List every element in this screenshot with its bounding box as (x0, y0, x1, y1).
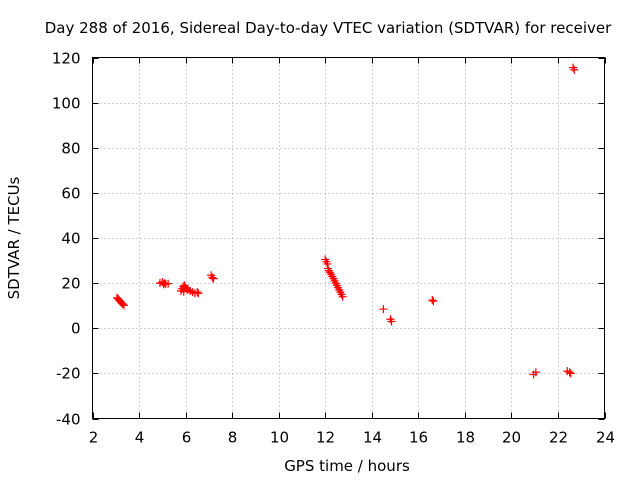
data-point (194, 289, 203, 298)
y-axis-label: SDTVAR / TECUs (5, 176, 23, 299)
x-tick-label: 8 (228, 429, 238, 447)
data-point (118, 300, 127, 309)
axis-ticks (92, 57, 606, 420)
y-tick-label: 40 (61, 230, 80, 248)
y-tick-label: -20 (56, 365, 81, 383)
data-point (379, 305, 388, 314)
x-tick-label: 12 (316, 429, 335, 447)
data-point (570, 65, 579, 74)
y-tick-label: 120 (52, 50, 81, 68)
x-tick-label: 2 (89, 429, 99, 447)
x-tick-label: 14 (363, 429, 382, 447)
chart-title: Day 288 of 2016, Sidereal Day-to-day VTE… (45, 19, 612, 37)
x-tick-label: 22 (549, 429, 568, 447)
x-axis-label: GPS time / hours (284, 457, 410, 475)
x-tick-label: 4 (135, 429, 145, 447)
x-tick-label: 18 (456, 429, 475, 447)
y-tick-labels: -40 -20 0 20 40 60 80 100 120 (52, 50, 81, 429)
y-tick-label: 20 (61, 275, 80, 293)
data-point (429, 297, 438, 306)
data-point (531, 368, 540, 377)
data-point (387, 317, 396, 326)
y-tick-label: 80 (61, 140, 80, 158)
x-tick-label: 6 (182, 429, 192, 447)
data-point (208, 273, 217, 282)
y-tick-label: -40 (56, 411, 81, 429)
data-point (209, 274, 218, 283)
data-point (193, 288, 202, 297)
data-point (428, 296, 437, 305)
data-point (338, 292, 347, 301)
data-point (565, 368, 574, 377)
data-point (119, 301, 128, 310)
x-tick-labels: 2 4 6 8 10 12 14 16 18 20 22 24 (89, 429, 615, 447)
data-points (112, 63, 579, 379)
y-tick-label: 100 (52, 95, 81, 113)
data-point (566, 369, 575, 378)
y-tick-label: 60 (61, 185, 80, 203)
x-tick-label: 10 (270, 429, 289, 447)
x-tick-label: 24 (596, 429, 615, 447)
x-tick-label: 20 (502, 429, 521, 447)
data-point (325, 268, 334, 277)
data-point (164, 279, 173, 288)
grid (92, 57, 605, 419)
x-tick-label: 16 (409, 429, 428, 447)
plot-frame (92, 57, 605, 419)
y-tick-label: 0 (71, 320, 81, 338)
